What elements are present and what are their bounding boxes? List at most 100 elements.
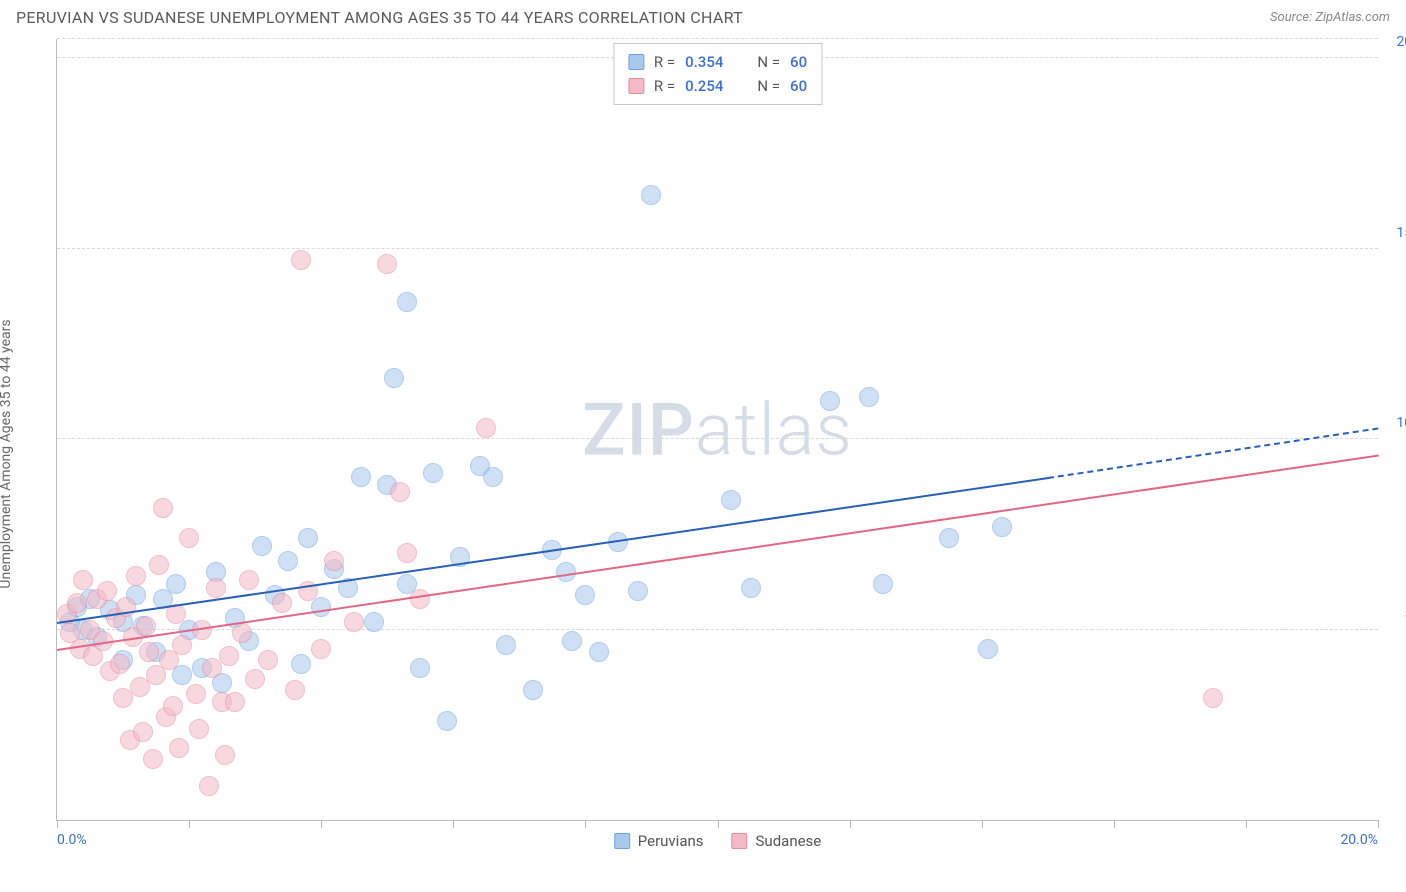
series-legend-item: Peruvians [614,832,704,850]
scatter-point [873,574,893,594]
scatter-point [146,665,166,685]
scatter-point [80,620,100,640]
series-legend: Peruvians Sudanese [614,832,822,850]
y-tick-label: 5.0% [1384,606,1406,622]
scatter-point [338,578,358,598]
scatter-point [589,642,609,662]
chart-area: Unemployment Among Ages 35 to 44 years Z… [48,31,1386,861]
scatter-point [166,604,186,624]
scatter-point [166,574,186,594]
scatter-point [364,612,384,632]
scatter-point [149,555,169,575]
scatter-point [939,528,959,548]
scatter-point [219,646,239,666]
scatter-point [245,669,265,689]
scatter-point [159,650,179,670]
r-value: 0.354 [685,50,723,74]
r-label: R = [654,50,675,74]
scatter-point [172,635,192,655]
scatter-point [311,639,331,659]
scatter-point [212,673,232,693]
scatter-point [285,680,305,700]
scatter-point [721,490,741,510]
scatter-point [113,612,133,632]
scatter-point [608,532,628,552]
scatter-point [978,639,998,659]
x-tick [1246,820,1247,828]
scatter-point [73,570,93,590]
scatter-point [820,391,840,411]
x-tick [718,820,719,828]
watermark-bold: ZIP [582,387,695,472]
scatter-point [202,658,222,678]
scatter-point [97,581,117,601]
scatter-point [172,665,192,685]
series-legend-label: Peruvians [638,832,704,850]
scatter-point [377,475,397,495]
scatter-point [641,185,661,205]
stats-legend-row: R =0.254N =60 [628,74,807,98]
scatter-point [57,604,77,624]
scatter-point [116,597,136,617]
x-tick [982,820,983,828]
y-tick-label: 15.0% [1384,225,1406,241]
gridline [57,38,1378,39]
x-tick-label: 0.0% [57,832,87,848]
trendline [57,477,1049,624]
scatter-point [496,635,516,655]
scatter-point [291,250,311,270]
scatter-point [542,540,562,560]
scatter-point [106,608,126,628]
trendline [57,454,1379,651]
scatter-point [741,578,761,598]
scatter-point [113,688,133,708]
scatter-point [384,368,404,388]
scatter-point [206,562,226,582]
r-value: 0.254 [685,74,723,98]
x-tick [850,820,851,828]
scatter-plot: ZIPatlas R =0.354N =60R =0.254N =60 Peru… [56,39,1378,821]
scatter-point [265,585,285,605]
scatter-point [410,589,430,609]
scatter-point [186,684,206,704]
legend-swatch [628,78,644,94]
legend-swatch [614,833,630,849]
x-tick [585,820,586,828]
scatter-point [83,646,103,666]
scatter-point [523,680,543,700]
scatter-point [390,482,410,502]
scatter-point [100,600,120,620]
x-tick [1378,820,1379,828]
scatter-point [215,745,235,765]
scatter-point [153,589,173,609]
trendline-extrapolated [1048,428,1379,480]
scatter-point [146,642,166,662]
scatter-point [87,627,107,647]
scatter-point [136,616,156,636]
scatter-point [93,631,113,651]
scatter-point [67,593,87,613]
x-tick-label: 20.0% [1340,832,1378,848]
scatter-point [110,654,130,674]
scatter-point [225,692,245,712]
scatter-point [87,589,107,609]
scatter-point [1203,688,1223,708]
scatter-point [272,593,292,613]
scatter-point [225,608,245,628]
series-legend-label: Sudanese [756,832,822,850]
stats-legend: R =0.354N =60R =0.254N =60 [613,43,822,105]
x-tick [189,820,190,828]
scatter-point [252,536,272,556]
scatter-point [143,749,163,769]
x-tick [57,820,58,828]
gridline [57,629,1378,630]
scatter-point [556,562,576,582]
scatter-point [410,658,430,678]
scatter-point [377,254,397,274]
chart-header: PERUVIAN VS SUDANESE UNEMPLOYMENT AMONG … [0,0,1406,31]
scatter-point [992,517,1012,537]
scatter-point [153,498,173,518]
scatter-point [123,627,143,647]
scatter-point [311,597,331,617]
scatter-point [483,467,503,487]
